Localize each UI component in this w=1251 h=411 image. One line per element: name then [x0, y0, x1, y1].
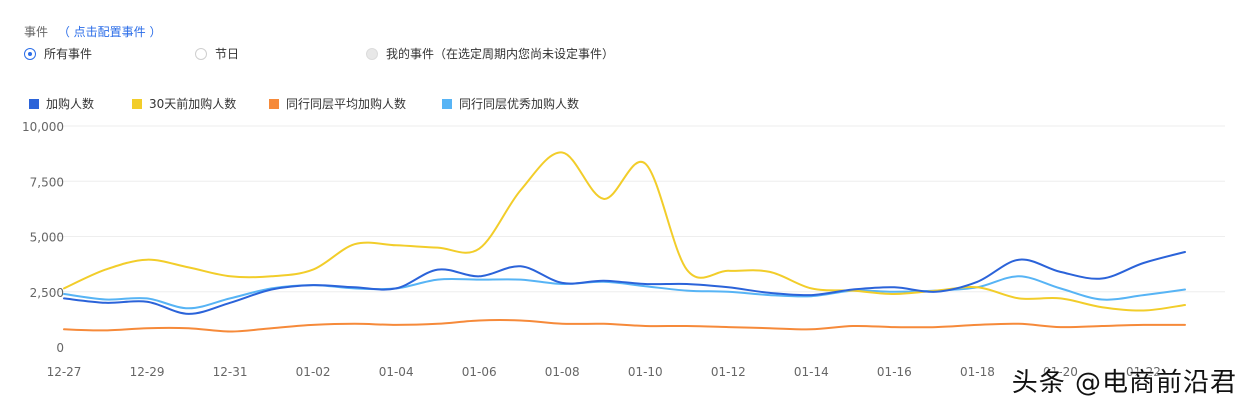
- x-tick-label: 01-04: [379, 365, 414, 379]
- legend-swatch: [269, 98, 279, 109]
- x-tick-label: 01-08: [545, 365, 580, 379]
- radio-my-events: 我的事件（在选定周期内您尚未设定事件）: [366, 45, 614, 62]
- legend-item[interactable]: 加购人数: [29, 95, 94, 112]
- y-tick-label: 5,000: [30, 231, 64, 245]
- radio-disabled-icon: [366, 47, 378, 60]
- legend-item[interactable]: 30天前加购人数: [132, 95, 236, 112]
- series-line: [63, 319, 1186, 333]
- x-tick-label: 12-27: [47, 365, 82, 379]
- x-tick-label: 01-14: [794, 365, 829, 379]
- x-tick-label: 12-29: [130, 365, 165, 379]
- legend-item[interactable]: 同行同层平均加购人数: [269, 95, 406, 112]
- radio-selected-icon: [24, 47, 36, 60]
- x-tick-label: 01-22: [1126, 365, 1161, 379]
- watermark: 头条 @电商前沿君: [1011, 368, 1237, 398]
- legend-label: 同行同层平均加购人数: [286, 97, 407, 111]
- x-tick-label: 01-12: [711, 365, 746, 379]
- x-tick-label: 12-31: [213, 365, 248, 379]
- series-line: [63, 251, 1186, 315]
- radio-holidays[interactable]: 节日: [195, 45, 239, 62]
- y-tick-label: 2,500: [30, 286, 64, 300]
- events-label: 事件: [24, 25, 49, 39]
- legend-label: 30天前加购人数: [149, 97, 237, 111]
- legend-label: 同行同层优秀加购人数: [459, 97, 580, 111]
- chart-legend: 加购人数 30天前加购人数 同行同层平均加购人数 同行同层优秀加购人数: [29, 95, 729, 111]
- y-tick-label: 7,500: [30, 175, 64, 189]
- x-tick-label: 01-16: [877, 365, 912, 379]
- y-tick-label: 10,000: [22, 120, 64, 134]
- legend-swatch: [442, 98, 452, 109]
- radio-label: 节日: [215, 47, 240, 61]
- legend-label: 加购人数: [46, 97, 95, 111]
- events-header: 事件 （ 点击配置事件 ）: [24, 23, 161, 40]
- y-tick-label: 0: [56, 341, 64, 355]
- legend-swatch: [29, 98, 39, 109]
- radio-label: 所有事件: [44, 47, 93, 61]
- x-tick-label: 01-20: [1043, 365, 1078, 379]
- x-tick-label: 01-02: [296, 365, 331, 379]
- x-tick-label: 01-06: [462, 365, 497, 379]
- legend-item[interactable]: 同行同层优秀加购人数: [442, 95, 579, 112]
- radio-all-events[interactable]: 所有事件: [24, 45, 92, 62]
- series-line: [63, 275, 1186, 310]
- radio-unselected-icon: [195, 47, 207, 60]
- series-line: [63, 151, 1186, 312]
- event-filter: 所有事件 节日 我的事件（在选定周期内您尚未设定事件）: [24, 45, 724, 63]
- x-tick-label: 01-10: [628, 365, 663, 379]
- config-events-link[interactable]: （ 点击配置事件 ）: [57, 25, 162, 39]
- legend-swatch: [132, 98, 142, 109]
- radio-label: 我的事件（在选定周期内您尚未设定事件）: [386, 47, 615, 61]
- x-tick-label: 01-18: [960, 365, 995, 379]
